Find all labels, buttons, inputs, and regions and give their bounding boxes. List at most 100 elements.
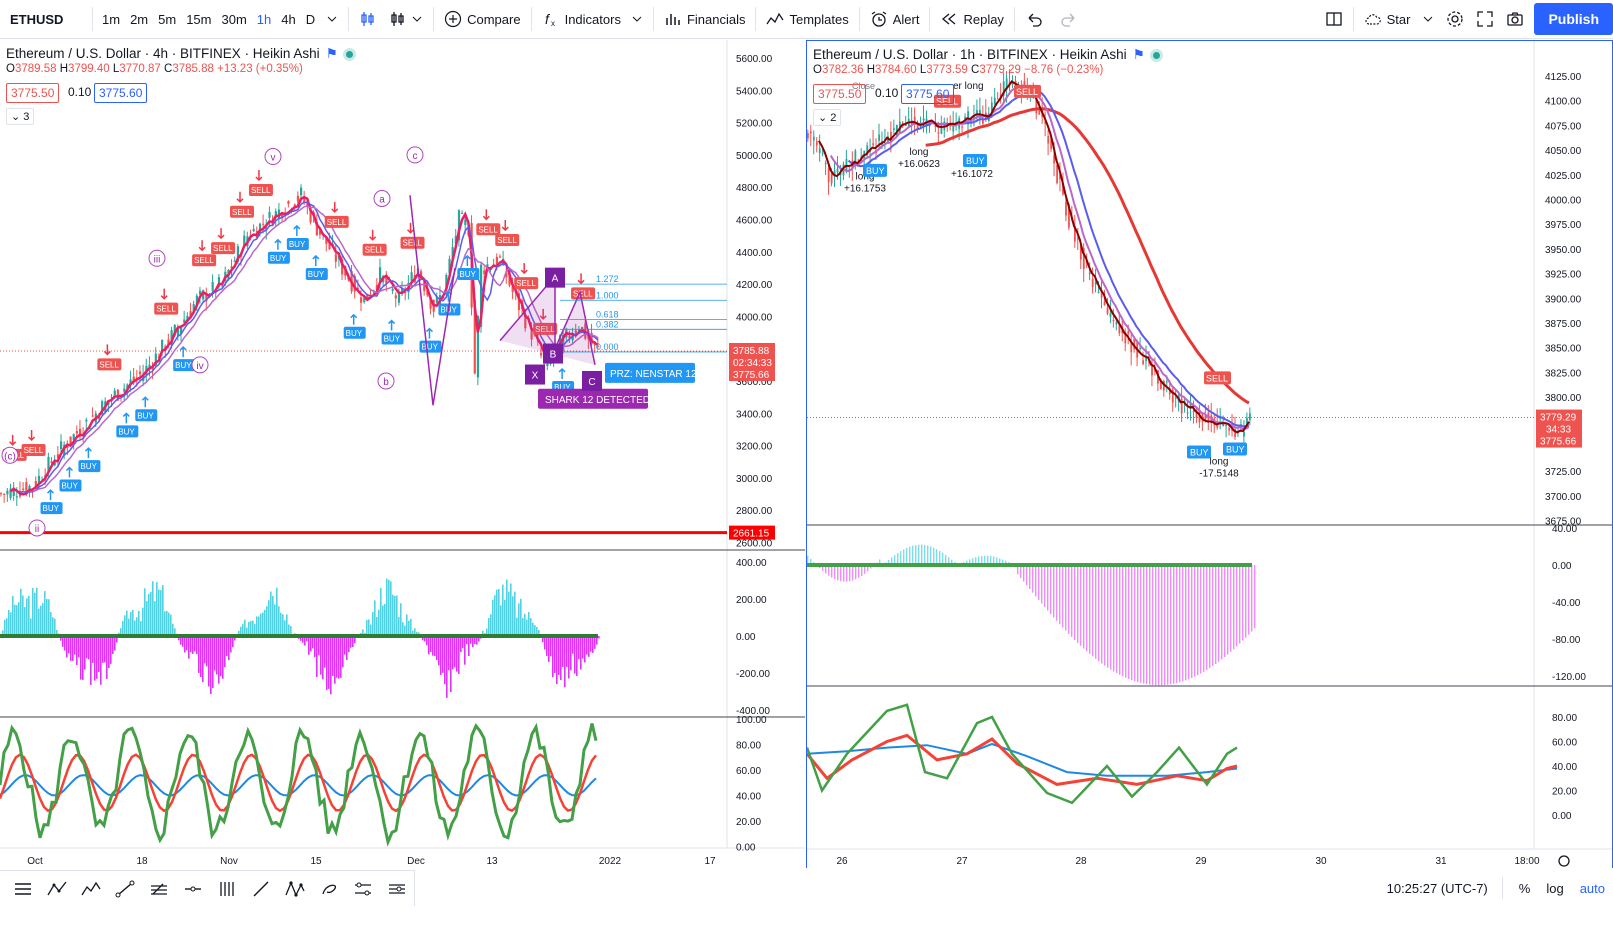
elliott-wave-tool[interactable]: [74, 874, 108, 904]
indicator-collapse-button[interactable]: ⌄ 3: [6, 108, 35, 125]
interval-dropdown[interactable]: [320, 0, 344, 39]
templates-button[interactable]: Templates: [760, 0, 854, 39]
histogram-bar: [196, 636, 198, 655]
divider: [433, 7, 435, 31]
log-scale-button[interactable]: log: [1546, 880, 1564, 896]
horizontal-line-tool[interactable]: [176, 874, 210, 904]
histogram-bar: [398, 616, 400, 636]
chart-pane-left[interactable]: 5600.00 5400.00 5200.00 5000.00 4800.00 4600.…: [0, 40, 805, 896]
histogram-bar: [945, 554, 947, 565]
publish-button[interactable]: Publish: [1534, 3, 1613, 35]
candle-body: [890, 131, 892, 143]
candle-body: [192, 304, 195, 313]
candle-body: [360, 297, 363, 303]
flag-icon[interactable]: ⚑: [325, 46, 338, 61]
sell-price-button[interactable]: 3775.50: [813, 84, 867, 104]
replay-button[interactable]: Replay: [934, 0, 1009, 39]
fullscreen-button[interactable]: [1470, 0, 1500, 39]
interval-1m[interactable]: 1m: [102, 11, 121, 27]
clock-time[interactable]: 10:25:27 (UTC-7): [1386, 880, 1488, 896]
histogram-bar: [915, 545, 917, 565]
histogram-bar: [382, 605, 384, 636]
legend-symbol-title: Ethereum / U.S. Dollar · 1h · BITFINEX ·…: [813, 47, 1127, 62]
chart-type-button[interactable]: [383, 0, 429, 39]
compare-button[interactable]: Compare: [438, 0, 526, 39]
buy-arrow-icon: [425, 327, 434, 339]
rewind-icon: [942, 13, 956, 25]
candle-body: [1076, 238, 1079, 240]
histogram-bar: [428, 636, 430, 655]
pattern-tool[interactable]: [278, 874, 312, 904]
chart-pane-right[interactable]: 4125.00 4100.00 4075.00 4050.00 4025.00 4000.…: [806, 40, 1613, 896]
histogram-bar: [20, 588, 22, 636]
price-axis-label: 3400.00: [736, 409, 773, 420]
ranges-tool[interactable]: [346, 874, 380, 904]
sell-signal-label: SELL: [251, 186, 271, 195]
osc1-axis-label: 0.00: [736, 632, 756, 643]
sell-price-button[interactable]: 3775.50: [6, 83, 60, 103]
undo-button[interactable]: [1019, 0, 1054, 39]
redo-button[interactable]: [1054, 0, 1089, 39]
interval-5m[interactable]: 5m: [158, 11, 177, 27]
gear-icon: [1447, 11, 1464, 27]
interval-1h[interactable]: 1h: [256, 11, 272, 27]
candle-body: [1088, 272, 1091, 275]
histogram-bar: [508, 591, 510, 636]
interval-15m[interactable]: 15m: [186, 11, 212, 27]
interval-2m[interactable]: 2m: [130, 11, 149, 27]
buy-price-button[interactable]: 3775.60: [94, 83, 148, 103]
candle-body: [325, 237, 328, 244]
buy-arrow-icon: [463, 254, 471, 266]
measure-tool[interactable]: [380, 874, 414, 904]
interval-4h[interactable]: 4h: [281, 11, 296, 27]
histogram-bar: [156, 582, 158, 636]
histogram-bar: [260, 613, 262, 636]
sell-signal-marker: [324, 215, 349, 228]
candle-body: [1079, 244, 1082, 260]
histogram-bar: [426, 636, 428, 646]
settings-button[interactable]: [1440, 0, 1470, 39]
star-label: Star: [1386, 11, 1411, 27]
flag-icon[interactable]: ⚑: [1132, 47, 1145, 62]
indicator-collapse-button[interactable]: ⌄ 2: [813, 109, 842, 126]
trend-angle-tool[interactable]: [40, 874, 74, 904]
chart-canvas-left[interactable]: 5600.00 5400.00 5200.00 5000.00 4800.00 4600.…: [0, 40, 805, 896]
star-button[interactable]: Star: [1358, 0, 1441, 39]
bar-style-button[interactable]: [353, 0, 383, 39]
symbol-search[interactable]: ETHUSD: [10, 11, 64, 27]
menu-tool[interactable]: [6, 874, 40, 904]
candle-body: [1183, 400, 1186, 402]
interval-d[interactable]: D: [305, 11, 316, 27]
legend-title[interactable]: Ethereum / U.S. Dollar · 4h · BITFINEX ·…: [6, 46, 353, 62]
histogram-bar: [1161, 565, 1163, 686]
candle-body: [34, 481, 37, 488]
buy-arrow-icon: [122, 412, 130, 424]
histogram-bar: [1194, 565, 1196, 677]
alert-button[interactable]: Alert: [864, 0, 926, 39]
histogram-bar: [1068, 565, 1070, 634]
line-tool[interactable]: [108, 874, 142, 904]
buy-price-button[interactable]: 3775.60: [901, 84, 955, 104]
histogram-bar: [50, 611, 52, 636]
ray-tool[interactable]: [244, 874, 278, 904]
channel-tool[interactable]: [142, 874, 176, 904]
osc2-axis-label: 0.00: [1552, 811, 1572, 822]
financials-button[interactable]: Financials: [658, 0, 752, 39]
layout-button[interactable]: [1319, 0, 1349, 39]
fib-tool[interactable]: [210, 874, 244, 904]
histogram-bar: [486, 628, 488, 636]
interval-30m[interactable]: 30m: [221, 11, 247, 27]
buy-arrow-icon: [293, 224, 301, 236]
legend-title[interactable]: Ethereum / U.S. Dollar · 1h · BITFINEX ·…: [813, 47, 1160, 63]
histogram-bar: [468, 636, 470, 657]
brush-tool[interactable]: [312, 874, 346, 904]
chart-canvas-right[interactable]: 4125.00 4100.00 4075.00 4050.00 4025.00 4000.…: [807, 41, 1612, 895]
price-axis-label: 3875.00: [1545, 319, 1582, 330]
histogram-bar: [1038, 565, 1040, 600]
auto-scale-button[interactable]: auto: [1579, 880, 1605, 896]
percent-scale-button[interactable]: %: [1518, 880, 1531, 896]
candle-body: [56, 454, 60, 459]
snapshot-button[interactable]: [1500, 0, 1530, 39]
buy-signal-label: BUY: [966, 156, 985, 166]
